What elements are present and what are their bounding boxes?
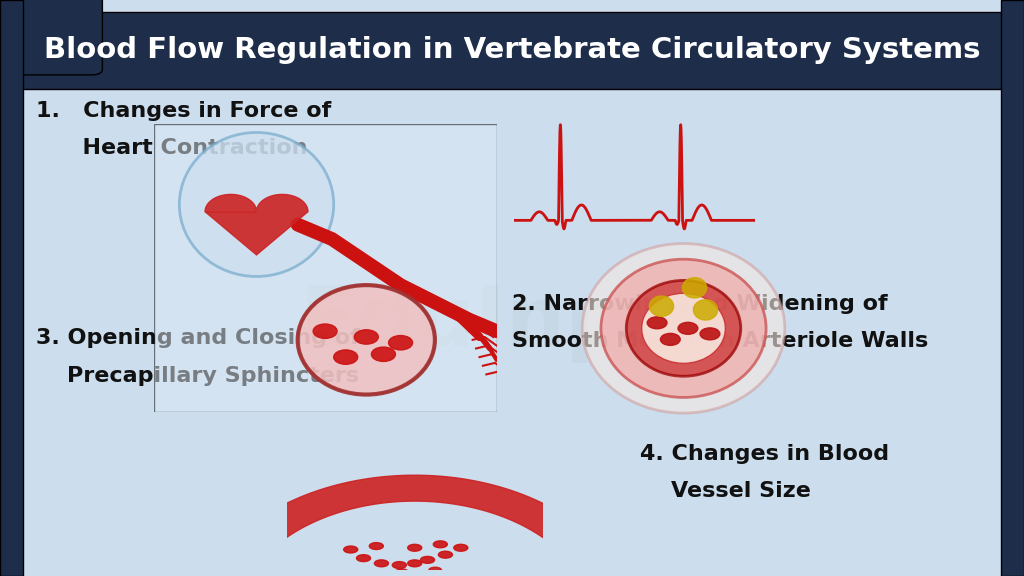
Ellipse shape (357, 571, 370, 576)
FancyBboxPatch shape (0, 0, 102, 75)
Ellipse shape (700, 328, 720, 340)
Ellipse shape (647, 317, 667, 329)
Ellipse shape (583, 244, 784, 413)
Polygon shape (205, 195, 308, 255)
Polygon shape (199, 475, 623, 576)
Ellipse shape (179, 132, 334, 276)
Ellipse shape (642, 293, 725, 363)
FancyBboxPatch shape (154, 124, 497, 412)
Ellipse shape (354, 329, 378, 344)
Ellipse shape (601, 259, 766, 397)
Text: Heart Contraction: Heart Contraction (36, 138, 307, 158)
Ellipse shape (313, 324, 337, 338)
Circle shape (693, 300, 718, 320)
Circle shape (649, 296, 674, 316)
Ellipse shape (433, 541, 447, 548)
Ellipse shape (344, 546, 357, 553)
Ellipse shape (356, 555, 371, 562)
Ellipse shape (372, 347, 395, 362)
Ellipse shape (421, 556, 434, 563)
FancyBboxPatch shape (1001, 0, 1024, 576)
Text: 4. Changes in Blood: 4. Changes in Blood (640, 444, 889, 464)
Circle shape (682, 278, 707, 298)
Ellipse shape (298, 285, 435, 395)
Text: Smooth Muscle in Arteriole Walls: Smooth Muscle in Arteriole Walls (512, 331, 928, 351)
Ellipse shape (408, 560, 422, 567)
Ellipse shape (438, 551, 453, 558)
Ellipse shape (388, 335, 413, 350)
Ellipse shape (375, 560, 388, 567)
Ellipse shape (429, 567, 441, 573)
Ellipse shape (395, 569, 409, 575)
Text: Precapillary Sphincters: Precapillary Sphincters (36, 366, 359, 386)
Ellipse shape (627, 281, 740, 376)
Ellipse shape (334, 350, 357, 365)
Text: EduInput: EduInput (299, 282, 725, 363)
Ellipse shape (392, 562, 407, 569)
Text: 2. Narrowing and Widening of: 2. Narrowing and Widening of (512, 294, 888, 314)
Text: 1.   Changes in Force of: 1. Changes in Force of (36, 101, 331, 121)
Text: 3. Opening and Closing of: 3. Opening and Closing of (36, 328, 359, 348)
Ellipse shape (660, 334, 680, 346)
Ellipse shape (414, 574, 426, 576)
FancyBboxPatch shape (0, 12, 1024, 89)
Ellipse shape (370, 543, 383, 550)
Text: Vessel Size: Vessel Size (640, 481, 811, 501)
FancyBboxPatch shape (0, 0, 23, 576)
Ellipse shape (408, 544, 422, 551)
Ellipse shape (454, 544, 468, 551)
Ellipse shape (678, 323, 697, 334)
Text: Blood Flow Regulation in Vertebrate Circulatory Systems: Blood Flow Regulation in Vertebrate Circ… (44, 36, 980, 65)
